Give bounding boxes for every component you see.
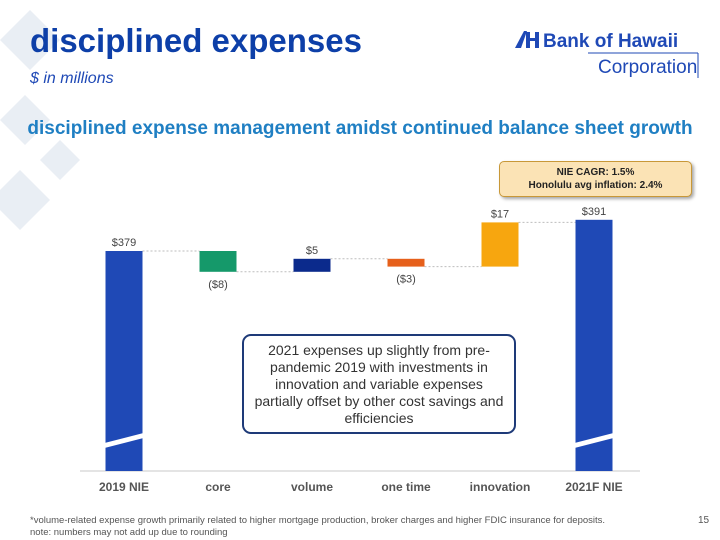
- category-label: volume: [291, 480, 333, 494]
- footnote-line1: *volume-related expense growth primarily…: [30, 515, 606, 526]
- cagr-line: NIE CAGR: 1.5%: [556, 167, 635, 178]
- data-label: ($3): [396, 274, 416, 286]
- bar-volume: [293, 258, 331, 272]
- page-title: disciplined expenses: [30, 22, 362, 59]
- category-label: innovation: [470, 480, 531, 494]
- data-label: ($8): [208, 279, 228, 291]
- callout-box: 2021 expenses up slightly from pre-pande…: [242, 334, 516, 434]
- chart-headline: disciplined expense management amidst co…: [27, 118, 693, 139]
- cagr-box: NIE CAGR: 1.5% Honolulu avg inflation: 2…: [499, 161, 692, 197]
- data-label: $379: [112, 237, 136, 249]
- logo-line2: Corporation: [598, 57, 697, 78]
- footnote-line2: note: numbers may not add up due to roun…: [30, 527, 228, 538]
- callout-text: 2021 expenses up slightly from pre-pande…: [254, 341, 504, 426]
- category-label: 2021F NIE: [565, 480, 622, 494]
- bar-core: [199, 251, 237, 272]
- bar-one-time: [387, 258, 425, 267]
- category-label: core: [205, 480, 231, 494]
- data-label: $391: [582, 206, 606, 218]
- units-subtitle: $ in millions: [30, 70, 114, 87]
- bar-innovation: [481, 222, 519, 267]
- axis-break-mark: [104, 433, 144, 448]
- bank-logo: Bank of Hawaii Corporation: [515, 31, 699, 78]
- axis-break-mark: [574, 433, 614, 448]
- bar-2021f-nie: [575, 219, 613, 471]
- category-label: 2019 NIE: [99, 480, 149, 494]
- page-number: 15: [698, 515, 710, 526]
- footnote: *volume-related expense growth primarily…: [30, 515, 605, 539]
- data-label: $5: [306, 245, 318, 257]
- category-label: one time: [381, 480, 431, 494]
- inflation-line: Honolulu avg inflation: 2.4%: [528, 180, 663, 191]
- bar-2019-nie: [105, 251, 143, 471]
- logo-line1: Bank of Hawaii: [543, 31, 678, 52]
- logo-mark-icon: [515, 31, 539, 48]
- data-label: $17: [491, 208, 509, 220]
